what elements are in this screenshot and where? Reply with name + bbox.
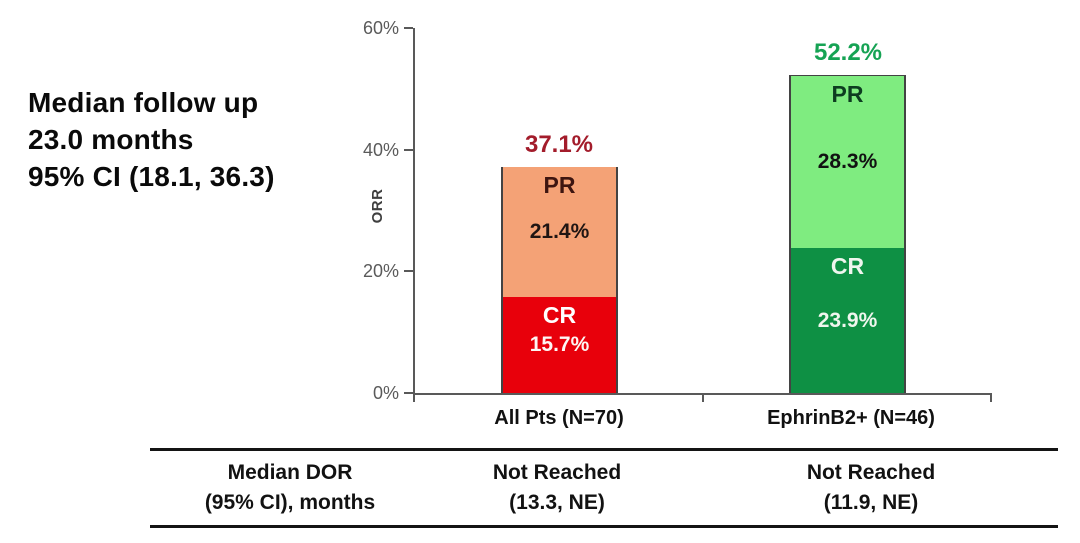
median-followup-note: Median follow up 23.0 months 95% CI (18.… <box>28 84 275 195</box>
annotation-line-1: Median follow up <box>28 87 259 118</box>
dor-table-row-header-line-1: Median DOR <box>227 461 353 484</box>
segment-value-label: 23.9% <box>817 308 878 332</box>
bar-segment-cr: CR 23.9% <box>791 248 904 393</box>
y-tick-mark <box>404 27 413 29</box>
y-tick-label: 40% <box>362 139 399 160</box>
dor-table-ephrinb2-value-line-2: (11.9, NE) <box>823 491 919 514</box>
stacked-bar-ephrinb2: CR 23.9% PR 28.3% <box>789 75 906 393</box>
y-tick-mark <box>404 392 413 394</box>
segment-value-label: 28.3% <box>817 150 878 173</box>
segment-name-label: CR <box>542 302 577 328</box>
x-category-label-ephrinb2: EphrinB2+ (N=46) <box>767 407 935 429</box>
x-tick-mark <box>702 393 704 402</box>
stacked-bar-all-pts: CR 15.7% PR 21.4% <box>501 167 618 393</box>
bar-total-label: 37.1% <box>524 131 594 158</box>
bar-segment-cr: CR 15.7% <box>503 297 616 393</box>
dor-table-row-header-line-2: (95% CI), months <box>204 491 376 514</box>
x-tick-mark <box>413 393 415 402</box>
segment-value-label: 21.4% <box>529 220 590 243</box>
dor-table-all-pts-value-line-2: (13.3, NE) <box>509 491 605 514</box>
orr-stacked-bar-chart: ORR All Pts (N=70) EphrinB2+ (N=46) 0% 20… <box>363 18 992 429</box>
segment-name-label: PR <box>831 81 864 107</box>
dor-table: Median DOR Not Reached Not Reached (95% … <box>150 448 1058 528</box>
bar-segment-pr: PR 28.3% <box>791 76 904 248</box>
annotation-line-2: 23.0 months <box>28 124 194 155</box>
bar-total-label: 52.2% <box>813 39 883 66</box>
segment-value-label: 15.7% <box>529 333 590 356</box>
annotation-line-3: 95% CI (18.1, 36.3) <box>28 161 275 192</box>
segment-name-label: PR <box>543 172 576 198</box>
dor-table-ephrinb2-value-line-1: Not Reached <box>806 461 936 484</box>
y-tick-mark <box>404 270 413 273</box>
bar-segment-pr: PR 21.4% <box>503 167 616 297</box>
y-tick-label: 20% <box>362 261 399 282</box>
y-tick-mark <box>404 148 413 151</box>
y-tick-label: 0% <box>372 383 399 403</box>
y-axis-title: ORR <box>369 188 386 224</box>
x-tick-mark <box>990 393 992 402</box>
y-tick-label: 60% <box>362 18 399 38</box>
x-category-label-all-pts: All Pts (N=70) <box>494 407 624 429</box>
segment-name-label: CR <box>830 253 865 279</box>
dor-table-all-pts-value-line-1: Not Reached <box>492 461 622 484</box>
